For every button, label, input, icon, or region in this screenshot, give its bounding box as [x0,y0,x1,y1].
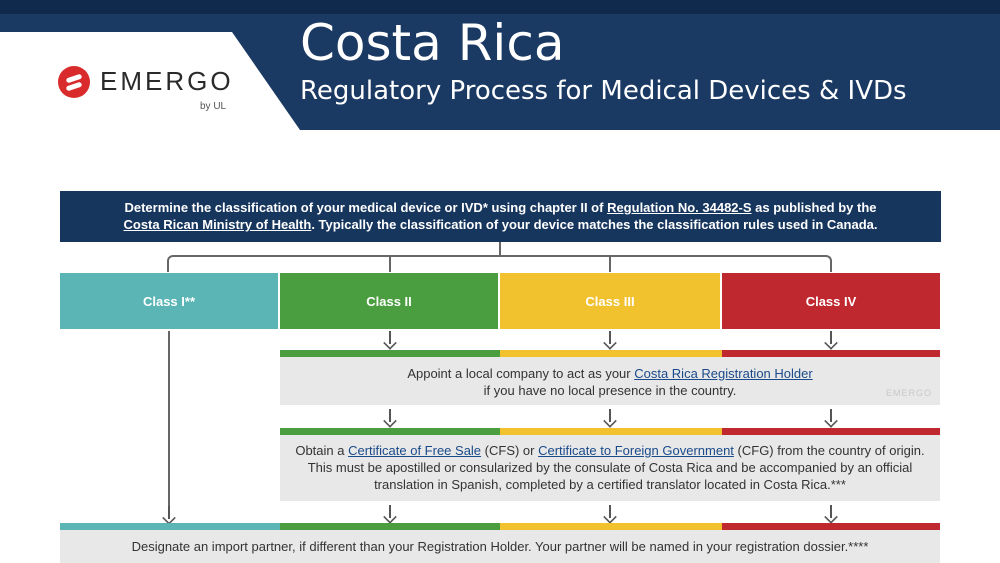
logo-text: EMERGO [100,66,234,96]
arrow-down-icon [601,409,619,428]
regulation-link[interactable]: Regulation No. 34482-S [607,200,752,215]
registration-holder-step: Appoint a local company to act as your C… [280,357,940,405]
emergo-watermark: EMERGO [885,388,932,398]
color-strip-green [280,350,500,357]
step-2-text-3: (CFG) from the country of origin. This m… [307,443,925,492]
certificate-step: Obtain a Certificate of Free Sale (CFS) … [280,435,940,501]
arrow-down-icon [381,331,399,350]
step-1-text: Appoint a local company to act as your [407,366,635,381]
intro-text-1: Determine the classification of your med… [124,200,608,215]
intro-text-3: . Typically the classification of your d… [311,217,878,232]
class-iii-box: Class III [500,273,720,329]
arrow-down-icon [601,331,619,350]
import-partner-step: Designate an import partner, if differen… [60,530,940,563]
emergo-logo-icon [58,66,90,98]
step-3-text: Designate an import partner, if differen… [131,539,869,554]
color-strip-green [280,428,500,435]
intro-connector [499,242,501,256]
arrow-down-icon [822,331,840,350]
class-ii-box: Class II [280,273,498,329]
header-top-strip [0,0,1000,14]
arrow-down-icon [822,409,840,428]
step-1-text-2: if you have no local presence in the cou… [483,383,737,398]
registration-holder-link[interactable]: Costa Rica Registration Holder [634,366,813,381]
class-i-arrow-icon [160,506,178,525]
color-strip-red [722,428,940,435]
ministry-of-health-link[interactable]: Costa Rican Ministry of Health [123,217,312,232]
page-subtitle: Regulatory Process for Medical Devices &… [300,76,907,106]
class-iv-box: Class IV [722,273,940,329]
color-strip-yellow [500,350,722,357]
free-sale-certificate-link[interactable]: Certificate of Free Sale [348,443,482,458]
class-i-label: Class I** [142,293,196,309]
class-i-box: Class I** [60,273,278,329]
class-i-bypass-line [168,331,170,509]
class-iii-connector [609,256,611,272]
intro-text-2: as published by the [751,200,877,215]
step-2-text-1: Obtain a [295,443,349,458]
foreign-government-certificate-link[interactable]: Certificate to Foreign Government [538,443,734,458]
class-iv-label: Class IV [805,293,857,309]
arrow-down-icon [822,505,840,524]
color-strip-yellow [500,428,722,435]
class-iii-label: Class III [585,293,635,309]
page-title: Costa Rica [300,14,565,72]
classification-instruction-box: Determine the classification of your med… [60,191,941,242]
color-strip-red [722,523,940,530]
logo-subtext: by UL [200,101,227,112]
class-ii-connector [389,256,391,272]
step-2-text-2: (CFS) or [481,443,539,458]
color-strip-teal [60,523,280,530]
color-strip-green [280,523,500,530]
arrow-down-icon [381,505,399,524]
arrow-down-icon [381,409,399,428]
class-ii-label: Class II [366,293,412,309]
color-strip-yellow [500,523,722,530]
arrow-down-icon [601,505,619,524]
color-strip-red [722,350,940,357]
class-bracket [167,255,832,272]
